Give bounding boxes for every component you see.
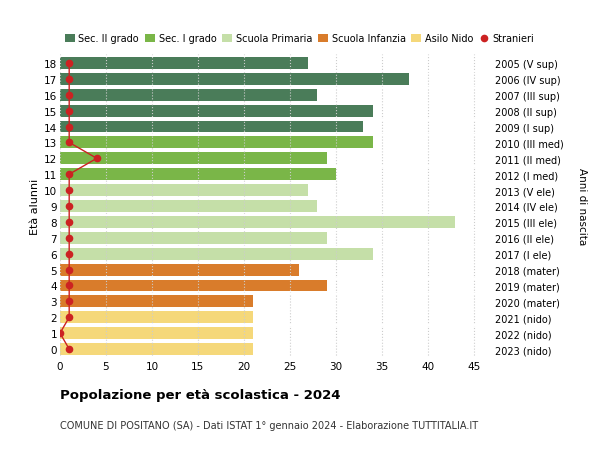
Bar — [60, 74, 409, 86]
Bar — [60, 90, 317, 101]
Bar — [60, 232, 326, 244]
Bar — [60, 343, 253, 355]
Text: COMUNE DI POSITANO (SA) - Dati ISTAT 1° gennaio 2024 - Elaborazione TUTTITALIA.I: COMUNE DI POSITANO (SA) - Dati ISTAT 1° … — [60, 420, 478, 430]
Y-axis label: Età alunni: Età alunni — [30, 179, 40, 235]
Bar — [60, 312, 253, 324]
Text: Popolazione per età scolastica - 2024: Popolazione per età scolastica - 2024 — [60, 388, 341, 401]
Bar — [60, 153, 326, 165]
Bar — [60, 58, 308, 70]
Bar — [60, 106, 373, 118]
Y-axis label: Anni di nascita: Anni di nascita — [577, 168, 587, 245]
Bar — [60, 264, 299, 276]
Bar — [60, 248, 373, 260]
Bar — [60, 217, 455, 229]
Bar — [60, 185, 308, 196]
Bar — [60, 327, 253, 339]
Bar — [60, 296, 253, 308]
Bar — [60, 280, 326, 292]
Bar — [60, 169, 336, 181]
Legend: Sec. II grado, Sec. I grado, Scuola Primaria, Scuola Infanzia, Asilo Nido, Stran: Sec. II grado, Sec. I grado, Scuola Prim… — [65, 34, 535, 44]
Bar — [60, 137, 373, 149]
Bar — [60, 121, 364, 133]
Bar — [60, 201, 317, 213]
